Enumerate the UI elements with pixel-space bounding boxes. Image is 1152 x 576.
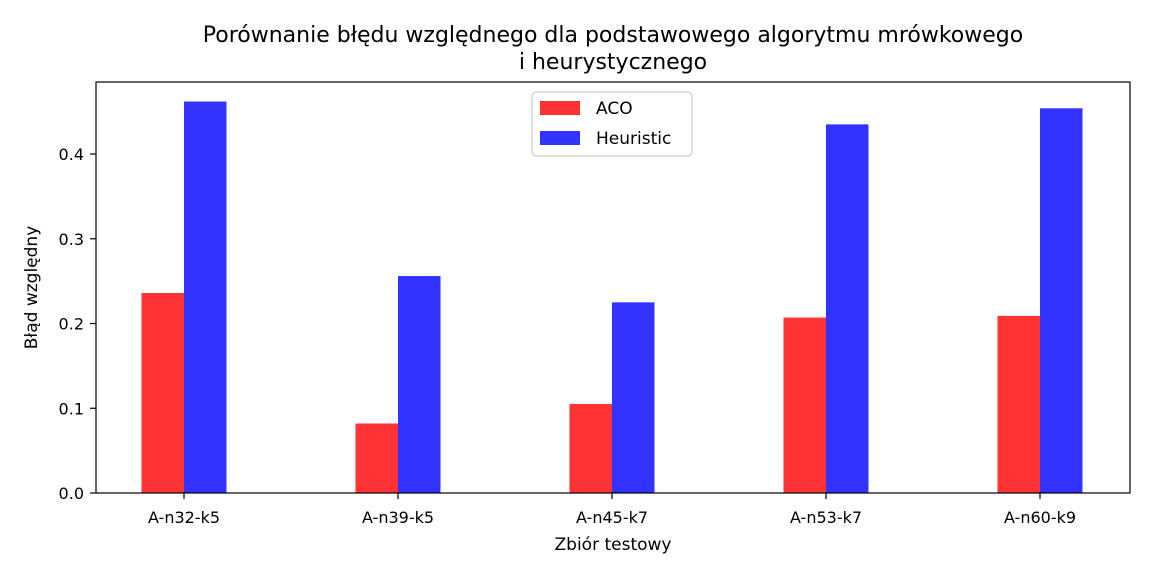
bar-heuristic-a-n60-k9	[1040, 108, 1083, 493]
bar-aco-a-n39-k5	[355, 423, 398, 493]
bar-heuristic-a-n53-k7	[826, 124, 869, 494]
bar-heuristic-a-n39-k5	[398, 276, 441, 493]
plot-frame	[95, 81, 1131, 494]
chart-title: Porównanie błędu względnego dla podstawo…	[203, 23, 1023, 75]
bar-heuristic-a-n45-k7	[612, 302, 655, 493]
x-axis: A-n32-k5 A-n39-k5 A-n45-k7 A-n53-k7 A-n60-k9	[148, 493, 1076, 527]
legend-label-heuristic: Heuristic	[596, 129, 671, 149]
chart-title-line: Porównanie błędu względnego dla podstawo…	[203, 23, 1023, 48]
y-tick-label: 0.1	[59, 399, 84, 418]
x-axis-label: Zbiór testowy	[555, 535, 672, 555]
y-axis-label: Błąd względny	[22, 226, 42, 350]
bars-group	[141, 101, 1083, 494]
legend-swatch-aco	[540, 101, 580, 115]
x-tick-label: A-n45-k7	[576, 508, 648, 527]
y-tick-label: 0.0	[59, 484, 84, 503]
y-axis: 0.0 0.1 0.2 0.3 0.4	[59, 145, 96, 503]
x-tick-label: A-n60-k9	[1004, 508, 1076, 527]
legend-label-aco: ACO	[596, 99, 633, 119]
x-tick-label: A-n39-k5	[362, 508, 434, 527]
x-tick-label: A-n32-k5	[148, 508, 220, 527]
legend: ACO Heuristic	[531, 91, 693, 157]
y-tick-label: 0.2	[59, 315, 84, 334]
bar-aco-a-n60-k9	[997, 315, 1040, 493]
bar-aco-a-n53-k7	[783, 317, 826, 493]
bar-aco-a-n32-k5	[141, 293, 184, 493]
y-tick-label: 0.4	[59, 145, 84, 164]
chart-title-line: i heurystycznego	[519, 50, 707, 75]
bar-aco-a-n45-k7	[569, 404, 612, 493]
y-tick-label: 0.3	[59, 230, 84, 249]
bar-heuristic-a-n32-k5	[184, 101, 227, 493]
x-tick-label: A-n53-k7	[790, 508, 862, 527]
legend-swatch-heuristic	[540, 131, 580, 145]
